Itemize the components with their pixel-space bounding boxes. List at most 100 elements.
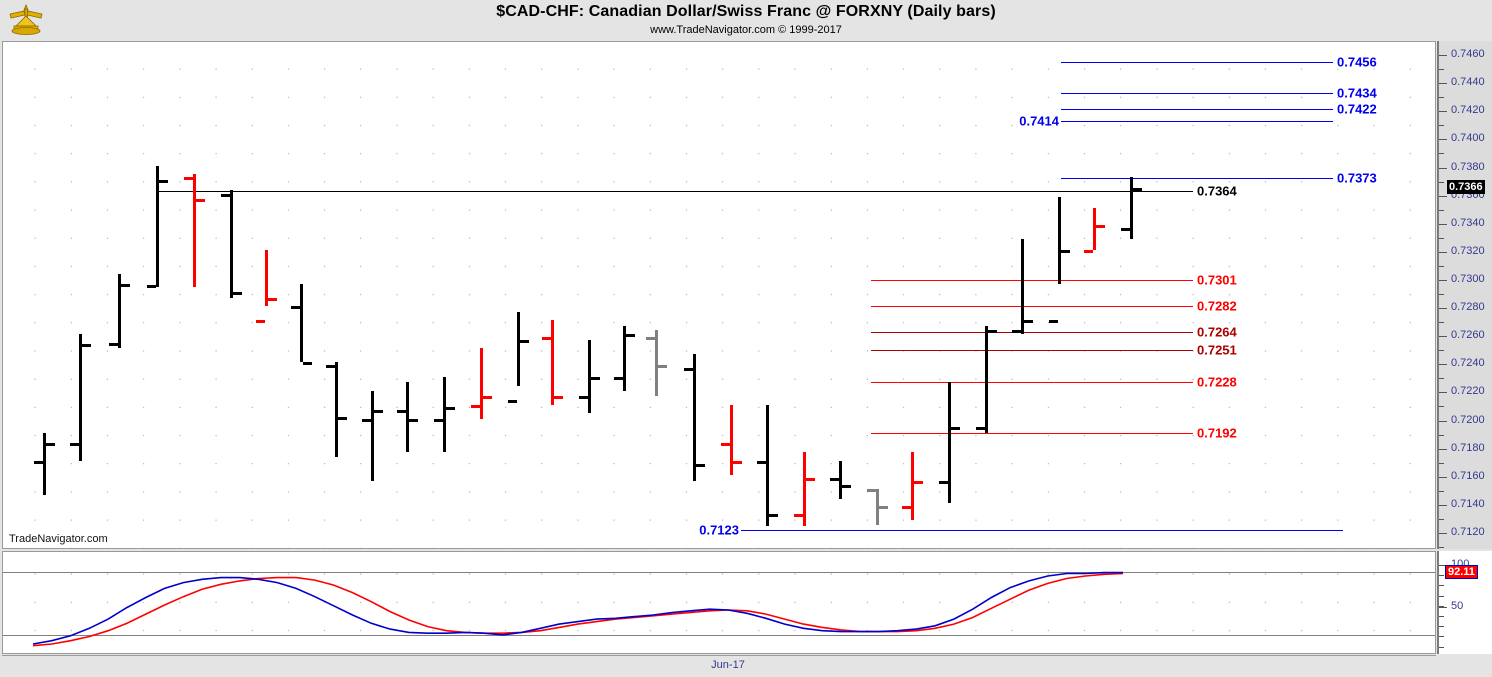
stochastic-axis-minor-tick: [1439, 616, 1444, 617]
price-axis-tick-label: 0.7280: [1451, 301, 1485, 314]
ohlc-bar-close-tick: [658, 365, 667, 369]
price-axis-tick-label: 0.7380: [1451, 160, 1485, 173]
price-axis[interactable]: 0.7460 0.7440 0.7420 0.7400 0.7380 0.7360 0.73…: [1437, 41, 1492, 549]
ohlc-bar-open-tick: [326, 365, 335, 369]
price-axis-tick-label: 0.7200: [1451, 413, 1485, 426]
price-level-line: [1061, 109, 1333, 111]
ohlc-bar-open-tick: [471, 404, 480, 408]
ohlc-bar-close-tick: [769, 514, 778, 518]
ohlc-bar-open-tick: [256, 320, 265, 324]
price-level-label: 0.7364: [1197, 183, 1237, 199]
price-axis-tick-label: 0.7260: [1451, 329, 1485, 342]
ohlc-bar-close-tick: [268, 297, 277, 301]
ohlc-bar-open-tick: [579, 396, 588, 400]
price-axis-tick: [1439, 364, 1447, 366]
price-level-label: 0.7123: [699, 522, 739, 538]
price-axis-tick: [1439, 111, 1447, 113]
price-axis-tick-label: 0.7140: [1451, 497, 1485, 510]
current-price-marker: 0.7366: [1447, 180, 1485, 195]
price-axis-minor-tick: [1439, 434, 1444, 436]
ohlc-bar-wick: [480, 348, 483, 419]
ohlc-bar-close-tick: [1096, 224, 1105, 228]
ohlc-bar-wick: [406, 382, 409, 453]
stochastic-upper-line: [3, 572, 1435, 573]
ohlc-bar-wick: [588, 339, 591, 414]
price-axis-tick: [1439, 448, 1447, 450]
stochastic-panel[interactable]: StochD (3)StochK (14,3): [2, 551, 1436, 654]
price-axis-minor-tick: [1439, 265, 1444, 267]
ohlc-bar-wick: [876, 488, 879, 526]
ohlc-bar-open-tick: [684, 368, 693, 372]
ohlc-bar-wick: [551, 320, 554, 405]
ohlc-bar-wick: [43, 432, 46, 495]
price-axis-tick: [1439, 476, 1447, 478]
price-axis-minor-tick: [1439, 322, 1444, 324]
price-level-line: [156, 190, 1193, 192]
price-axis-minor-tick: [1439, 518, 1444, 520]
ohlc-bar-close-tick: [46, 442, 55, 446]
price-axis-minor-tick: [1439, 294, 1444, 296]
date-axis[interactable]: Jun-17: [2, 655, 1436, 676]
stochastic-axis-tick: [1439, 606, 1447, 608]
price-axis-minor-tick: [1439, 490, 1444, 492]
ohlc-bar-close-tick: [520, 339, 529, 343]
price-axis-minor-tick: [1439, 69, 1444, 71]
price-chart-panel[interactable]: 0.7456 0.7434 0.7422 0.7414 0.7373 0.7364 0.73…: [2, 41, 1436, 549]
ohlc-bar-open-tick: [34, 460, 43, 464]
ohlc-bar-close-tick: [733, 460, 742, 464]
price-level-line: [871, 432, 1193, 434]
date-axis-label: Jun-17: [711, 659, 745, 671]
ohlc-bar-close-tick: [446, 407, 455, 411]
price-level-line: [1061, 61, 1333, 63]
ohlc-bar-close-tick: [1024, 320, 1033, 324]
price-level-label: 0.7192: [1197, 425, 1237, 441]
stochastic-grid: [3, 552, 1435, 653]
price-axis-tick: [1439, 279, 1447, 281]
price-axis-tick-label: 0.7160: [1451, 469, 1485, 482]
ohlc-bar-open-tick: [614, 376, 623, 380]
price-axis-tick-label: 0.7180: [1451, 441, 1485, 454]
ohlc-bar-wick: [371, 390, 374, 481]
ohlc-bar-close-tick: [696, 463, 705, 467]
price-axis-tick-label: 0.7300: [1451, 272, 1485, 285]
price-axis-minor-tick: [1439, 350, 1444, 352]
price-axis-tick: [1439, 83, 1447, 85]
price-level-label: 0.7251: [1197, 342, 1237, 358]
price-axis-minor-tick: [1439, 153, 1444, 155]
ohlc-bar-close-tick: [1133, 188, 1142, 192]
ohlc-bar-close-tick: [374, 410, 383, 414]
ohlc-bar-wick: [1021, 238, 1024, 335]
ohlc-bar-open-tick: [757, 460, 766, 464]
ohlc-bar-open-tick: [1084, 250, 1093, 254]
ohlc-bar-close-tick: [82, 344, 91, 348]
ohlc-bar-wick: [948, 382, 951, 504]
ohlc-bar-open-tick: [646, 337, 655, 341]
stochastic-axis-minor-tick: [1439, 595, 1444, 597]
price-axis-tick: [1439, 139, 1447, 141]
ohlc-bar-close-tick: [626, 334, 635, 338]
price-level-line: [871, 279, 1193, 281]
stochastic-lower-line: [3, 635, 1435, 636]
stochastic-axis[interactable]: 10050 92.11: [1437, 551, 1492, 654]
tradenavigator-logo-icon: [4, 2, 48, 36]
ohlc-bar-open-tick: [1012, 330, 1021, 334]
ohlc-bar-open-tick: [221, 193, 230, 197]
price-axis-minor-tick: [1439, 237, 1444, 239]
watermark-label: TradeNavigator.com: [9, 533, 108, 545]
ohlc-bar-wick: [985, 325, 988, 433]
price-axis-tick-label: 0.7340: [1451, 216, 1485, 229]
price-axis-tick: [1439, 167, 1447, 169]
price-level-label: 0.7373: [1337, 170, 1377, 186]
ohlc-bar-wick: [156, 165, 159, 287]
price-level-line: [741, 529, 1343, 531]
price-level-label: 0.7282: [1197, 298, 1237, 314]
price-axis-tick: [1439, 336, 1447, 338]
ohlc-bar-wick: [265, 250, 268, 307]
ohlc-bar-open-tick: [721, 442, 730, 446]
ohlc-bar-open-tick: [147, 285, 156, 289]
ohlc-bar-close-tick: [842, 484, 851, 488]
price-axis-tick-label: 0.7120: [1451, 525, 1485, 538]
ohlc-bar-open-tick: [1049, 320, 1058, 324]
ohlc-bar-wick: [443, 376, 446, 453]
price-level-label: 0.7301: [1197, 272, 1237, 288]
